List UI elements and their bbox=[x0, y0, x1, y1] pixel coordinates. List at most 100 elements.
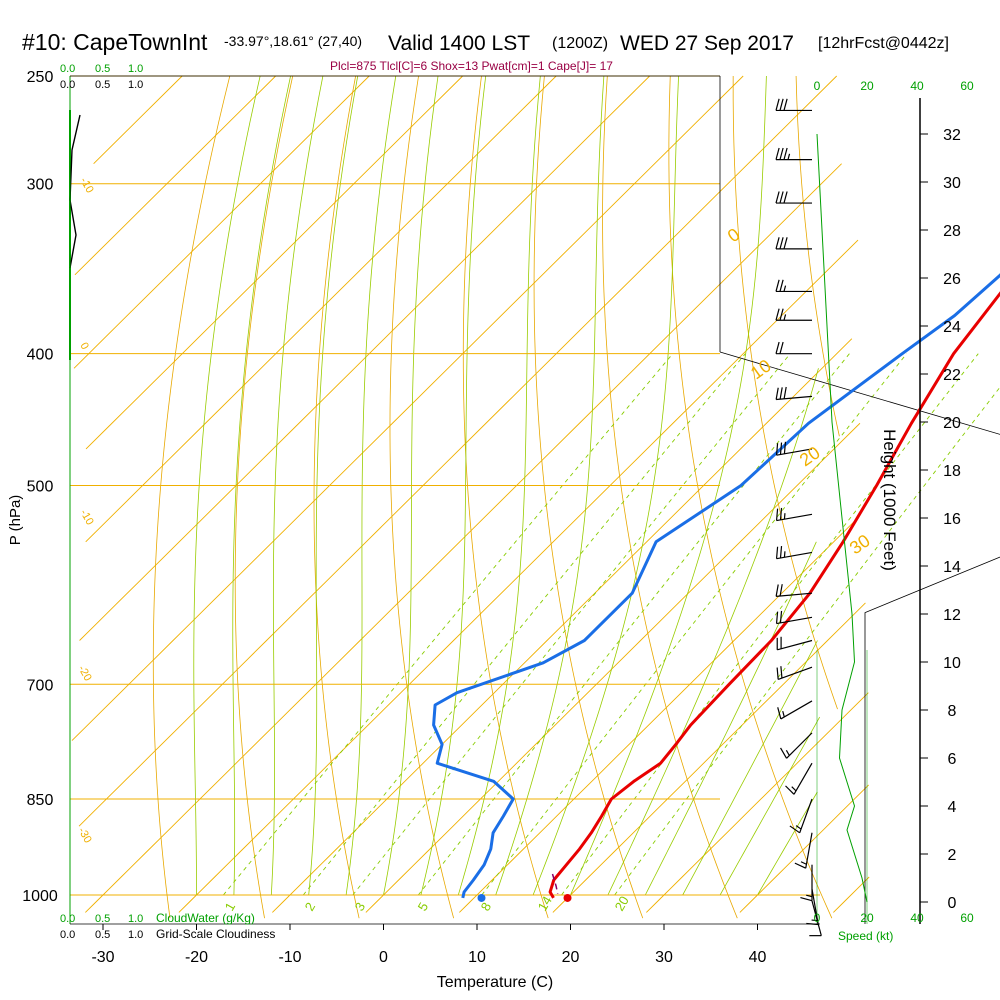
height-axis-label: Height (1000 Feet) bbox=[880, 429, 899, 571]
pressure-tick-label: 300 bbox=[27, 177, 54, 194]
wind-barb-feather bbox=[779, 308, 784, 321]
wind-barb-feather bbox=[775, 584, 779, 597]
isotherm-line bbox=[71, 75, 744, 741]
isotherm-line bbox=[93, 75, 183, 165]
moist-adiabat-line bbox=[193, 75, 261, 896]
temperature-line bbox=[548, 291, 1000, 899]
mixing-ratio-line bbox=[302, 353, 746, 896]
dry-adiabat-line bbox=[795, 75, 840, 437]
moist-adiabat-line bbox=[607, 368, 819, 896]
wind-barb-staff bbox=[776, 448, 813, 456]
wind-barb bbox=[794, 832, 813, 869]
y-axis-label: P (hPa) bbox=[7, 495, 24, 546]
wind-barb-feather bbox=[775, 341, 780, 354]
wind-barb bbox=[775, 386, 813, 401]
wind-barb bbox=[775, 584, 813, 597]
wind-barb bbox=[775, 610, 813, 625]
wind-barb bbox=[809, 900, 822, 937]
wind-barb-staff bbox=[811, 900, 822, 936]
wind-barb-feather bbox=[779, 341, 784, 354]
mixing-ratio-line bbox=[561, 353, 979, 896]
temperature-tick-label: 30 bbox=[655, 949, 673, 966]
dry-adiabat-line bbox=[234, 75, 294, 919]
wind-barb-feather bbox=[811, 919, 818, 922]
cloud-scale-bottom-black-0: 0.0 bbox=[60, 929, 75, 941]
moist-adiabat-line bbox=[495, 75, 605, 896]
isotherm-line bbox=[833, 876, 870, 913]
mixing-ratio-label: 14 bbox=[535, 893, 555, 913]
wind-barb-staff bbox=[786, 732, 813, 759]
pressure-tick-label: 400 bbox=[27, 347, 54, 364]
height-tick-label: 28 bbox=[943, 223, 961, 240]
isotherm-line bbox=[178, 239, 859, 913]
isotherm-line bbox=[73, 75, 370, 369]
height-tick-label: 14 bbox=[943, 559, 961, 576]
wind-barb-feather bbox=[780, 747, 788, 759]
wind-barb-staff bbox=[805, 832, 813, 869]
wind-barb bbox=[789, 798, 813, 834]
cloud-scale-bottom-green-0: 0.0 bbox=[60, 913, 75, 925]
mixing-ratio-label: 20 bbox=[612, 893, 632, 913]
wind-barb bbox=[775, 147, 812, 161]
isotherm-line bbox=[78, 75, 838, 827]
height-tick-label: 18 bbox=[943, 463, 961, 480]
wind-barb-feather bbox=[783, 386, 787, 399]
title-coords: -33.97°,18.61° (27,40) bbox=[224, 33, 362, 49]
cloud-scale-top-black-2: 1.0 bbox=[128, 79, 143, 91]
mixing-ratio-line bbox=[352, 353, 791, 896]
isotherm-label: 10 bbox=[747, 355, 775, 383]
cloud-scale-top-green-2: 1.0 bbox=[128, 63, 143, 75]
wind-barb bbox=[785, 762, 813, 795]
isotherm-label: 0 bbox=[724, 224, 744, 246]
moist-adiabat-line bbox=[270, 75, 324, 896]
cloudwater-label: CloudWater (g/Kg) bbox=[156, 911, 255, 925]
cloud-scale-bottom-green-2: 1.0 bbox=[128, 913, 143, 925]
height-tick-label: 20 bbox=[943, 415, 961, 432]
wind-barb-feather bbox=[782, 710, 785, 718]
cloud-scale-top-green-1: 0.5 bbox=[95, 63, 110, 75]
moist-adiabat-line bbox=[532, 75, 679, 896]
x-axis-label: Temperature (C) bbox=[437, 974, 553, 991]
isotherm-line bbox=[459, 519, 857, 913]
wind-barb bbox=[775, 98, 812, 112]
height-tick-label: 24 bbox=[943, 319, 961, 336]
isotherm-line bbox=[272, 338, 853, 913]
stability-indices: Plcl=875 Tlcl[C]=6 Shox=13 Pwat[cm]=1 Ca… bbox=[330, 59, 613, 73]
cloudiness-label: Grid-Scale Cloudiness bbox=[156, 927, 275, 941]
wind-barb-feather bbox=[775, 508, 779, 521]
moist-adiabat-line bbox=[719, 716, 820, 896]
wind-barb bbox=[775, 308, 812, 321]
wind-barb-feather bbox=[779, 610, 783, 623]
parcel-line bbox=[551, 873, 559, 894]
wind-barb bbox=[775, 546, 813, 560]
wind-barb-feather bbox=[800, 897, 813, 902]
wind-barb-feather bbox=[775, 279, 780, 292]
temperature-tick-label: 10 bbox=[468, 949, 486, 966]
title-forecast: [12hrFcst@0442z] bbox=[818, 35, 949, 52]
wind-barb-feather bbox=[780, 666, 783, 679]
speed-tick-bottom: 40 bbox=[910, 911, 924, 925]
wind-barb-feather bbox=[783, 147, 788, 160]
wind-barb-feather bbox=[783, 285, 787, 292]
wind-barb-staff bbox=[777, 666, 813, 681]
isotherm-line bbox=[85, 163, 842, 913]
wind-barb-feather bbox=[783, 237, 788, 250]
wind-barb-feather bbox=[789, 825, 801, 834]
height-tick-label: 6 bbox=[948, 751, 957, 768]
wind-barb-staff bbox=[799, 798, 813, 834]
height-tick-label: 22 bbox=[943, 367, 961, 384]
moist-adiabat-line bbox=[570, 75, 767, 896]
temperature-tick-label: 40 bbox=[749, 949, 767, 966]
wind-barb-feather bbox=[783, 441, 787, 454]
wind-barb-feather bbox=[779, 237, 784, 250]
speed-tick-top: 0 bbox=[814, 79, 821, 93]
height-tick-label: 30 bbox=[943, 175, 961, 192]
pressure-tick-label: 700 bbox=[27, 677, 54, 694]
wind-barb-feather bbox=[775, 98, 780, 111]
wind-barb-feather bbox=[775, 387, 779, 400]
cloud-scale-top-black-1: 0.5 bbox=[95, 79, 110, 91]
isotherm-line bbox=[85, 75, 464, 450]
isotherm-line bbox=[646, 692, 869, 913]
isotherm-line bbox=[739, 784, 869, 913]
